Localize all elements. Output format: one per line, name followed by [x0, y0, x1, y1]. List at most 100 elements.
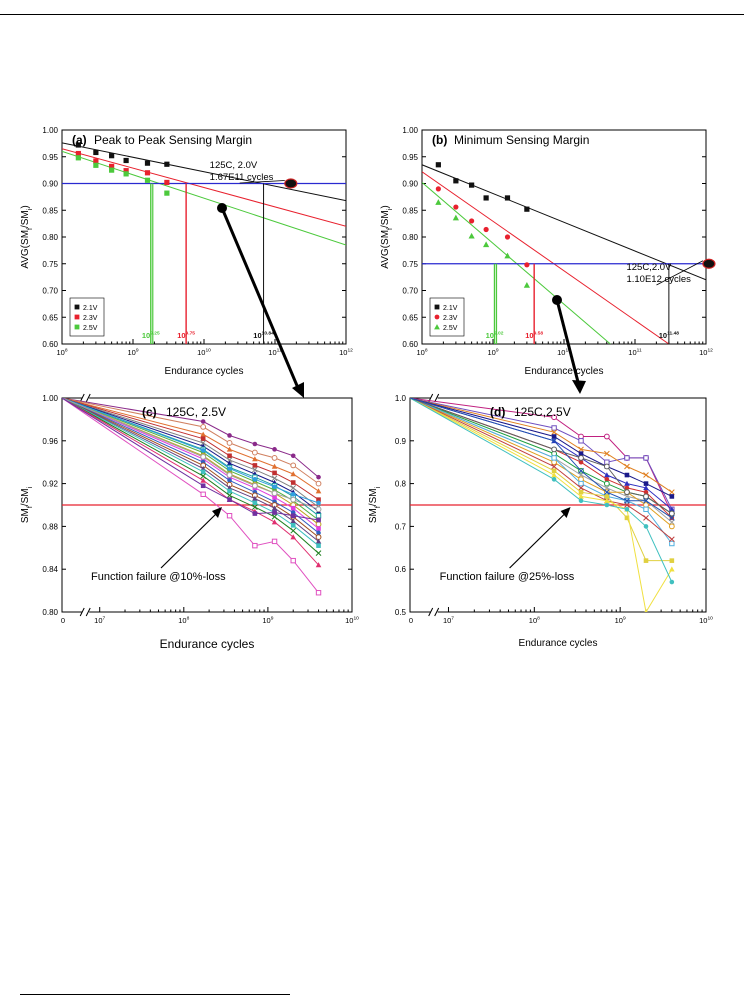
x-tick-label-exp: 8: [65, 348, 68, 354]
y-axis-label-part-1: f: [27, 506, 34, 508]
x-tick-label-base: 10: [699, 616, 707, 625]
y-axis-label: AVG(SMf/SMi): [380, 205, 394, 268]
series-point: [315, 488, 322, 494]
y-tick-label: 0.95: [402, 153, 418, 162]
data-point-2.1V: [109, 153, 115, 159]
y-axis-label-part-0: AVG(SM: [20, 230, 31, 269]
y-tick-label: 0.6: [395, 565, 407, 574]
cycle-marker-label: 109.58: [525, 331, 543, 340]
series-point: [226, 513, 233, 519]
series-point: [227, 433, 232, 438]
data-point-2.1V: [453, 178, 459, 184]
series-point: [578, 493, 584, 499]
chart-panel-c: 0.800.840.880.920.961.000 107 108 109 1010(c…: [20, 392, 359, 651]
fit-line-2.5V: [62, 150, 346, 246]
y-tick-label: 0.84: [42, 565, 58, 574]
x-tick-label-exp: 7: [451, 616, 454, 622]
series-point: [200, 423, 207, 430]
series-point: [227, 488, 232, 494]
data-point-2.3V: [93, 158, 99, 164]
data-point-2.5V: [435, 199, 442, 205]
x-tick-label: 1012: [339, 348, 353, 357]
legend-label: 2.3V: [443, 315, 458, 322]
series-point: [315, 506, 322, 513]
series-point: [252, 441, 258, 447]
series-point: [643, 514, 649, 521]
y-tick-label: 0.80: [42, 608, 58, 617]
series-point: [643, 506, 649, 512]
legend-marker-2.3V: [74, 314, 80, 320]
series-point: [551, 468, 557, 474]
legend-marker-2.3V: [434, 314, 440, 320]
y-tick-label: 0.75: [42, 260, 58, 269]
series-point: [578, 480, 584, 487]
x-tick-label-base: 10: [416, 348, 424, 357]
series-point: [200, 431, 206, 437]
series-point: [290, 492, 296, 497]
data-point-2.1V: [164, 161, 170, 167]
series-line: [410, 398, 672, 562]
data-point-2.3V: [453, 204, 459, 210]
y-axis-label: SMf/SMi: [368, 486, 382, 523]
data-point-2.5V: [75, 155, 81, 161]
axis-break-gap: [430, 392, 438, 404]
series-point: [290, 496, 297, 503]
series-point: [669, 566, 675, 572]
series-point: [252, 511, 258, 516]
x-tick-label-exp: 9: [496, 348, 499, 354]
x-axis-label: Endurance cycles: [525, 366, 604, 377]
series-point: [578, 467, 584, 474]
legend-marker-2.5V: [74, 324, 80, 330]
x-tick-label-exp: 9: [271, 616, 274, 622]
data-point-2.5V: [452, 214, 459, 221]
y-axis-label-part-3: i: [27, 486, 34, 488]
series-point: [551, 455, 557, 461]
x-axis-label: Endurance cycles: [160, 637, 255, 651]
series-point: [226, 440, 233, 446]
y-axis-label-part-0: AVG(SM: [380, 230, 391, 269]
annotation-ellipse: [702, 258, 716, 269]
x-tick-label: 0: [409, 616, 413, 625]
series-point: [551, 434, 557, 439]
series-point: [643, 524, 649, 529]
series-point: [272, 495, 277, 500]
series-point: [624, 506, 630, 512]
y-tick-label: 0.70: [402, 287, 418, 296]
data-point-2.1V: [123, 157, 129, 164]
axis-break-mark: [85, 607, 91, 617]
series-point: [200, 448, 206, 453]
series-point: [200, 473, 207, 479]
series-point: [643, 481, 649, 486]
series-point: [643, 472, 649, 478]
series-point: [200, 453, 207, 460]
cycle-marker-label-exp: 9.25: [150, 331, 160, 337]
series-point: [290, 513, 296, 518]
annotation-line1: 125C,2.0V: [626, 262, 672, 273]
connector-arrow-b: [555, 299, 580, 383]
series-point: [226, 472, 233, 478]
x-tick-label-base: 10: [615, 616, 623, 625]
x-tick-label-base: 10: [56, 348, 64, 357]
y-tick-label: 1.00: [402, 126, 418, 135]
x-tick-label: 108: [529, 616, 540, 625]
y-axis-label-part-4: ): [20, 205, 31, 208]
y-axis-label: AVG(SMf/SMi): [20, 205, 34, 268]
y-tick-label: 0.85: [42, 206, 58, 215]
x-tick-label: 109: [615, 616, 626, 625]
series-point: [252, 466, 258, 473]
series-point: [643, 455, 649, 461]
x-tick-label-exp: 11: [277, 348, 282, 354]
series-point: [316, 500, 321, 506]
y-tick-label: 0.65: [402, 313, 418, 322]
series-point: [668, 536, 675, 543]
cycle-marker-label-exp: 11.48: [667, 331, 679, 337]
chart-panel-d: 0.50.60.70.80.91.00 107 108 109 1010(d) 125C,…: [368, 392, 713, 649]
axis-break-mark: [79, 607, 85, 617]
x-tick-label-base: 10: [268, 348, 276, 357]
y-tick-label: 0.90: [42, 180, 58, 189]
y-tick-label: 0.9: [395, 437, 407, 446]
x-tick-label: 1010: [345, 616, 359, 625]
data-point-2.1V: [435, 162, 441, 168]
top-rule: [0, 14, 744, 15]
series-point: [578, 485, 584, 491]
